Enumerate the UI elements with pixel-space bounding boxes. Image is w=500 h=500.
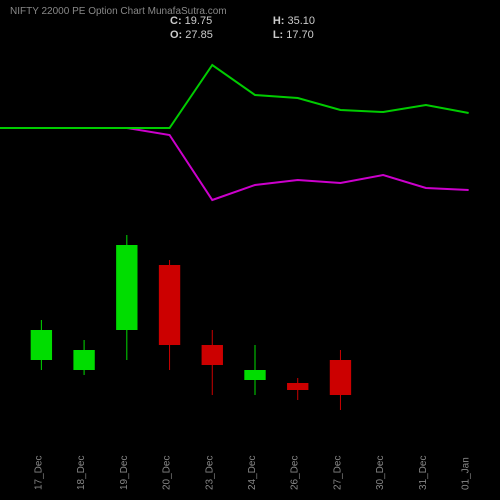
ohlc-quote: C: 19.75 O: 27.85 H: 35.10 L: 17.70 — [170, 14, 315, 42]
x-axis-label: 24_Dec — [247, 456, 258, 490]
x-axis-label: 17_Dec — [33, 456, 44, 490]
x-axis-label: 27_Dec — [332, 456, 343, 490]
high-value: 35.10 — [287, 15, 315, 27]
chart-container: NIFTY 22000 PE Option Chart MunafaSutra.… — [0, 0, 500, 500]
low-value: 17.70 — [286, 29, 314, 41]
x-axis-label: 19_Dec — [119, 456, 130, 490]
candle — [244, 370, 265, 380]
candle — [330, 360, 351, 395]
x-axis-label: 31_Dec — [418, 456, 429, 490]
candle — [159, 265, 180, 345]
candle — [202, 345, 223, 365]
x-axis-label: 01_Jan — [461, 457, 472, 490]
x-axis-label: 30_Dec — [375, 456, 386, 490]
open-value: 27.85 — [185, 29, 213, 41]
candle — [31, 330, 52, 360]
candle — [73, 350, 94, 370]
x-axis-label: 26_Dec — [290, 456, 301, 490]
close-value: 19.75 — [185, 15, 213, 27]
candle — [116, 245, 137, 330]
x-axis-label: 23_Dec — [204, 456, 215, 490]
line-series — [0, 65, 469, 128]
chart-svg: 17_Dec 18_Dec 19_Dec 20_Dec 23_Dec 24_Dec 26_D… — [0, 0, 500, 500]
x-axis-label: 20_Dec — [162, 456, 173, 490]
candle — [287, 383, 308, 390]
x-axis-label: 18_Dec — [76, 456, 87, 490]
line-series — [0, 128, 469, 200]
